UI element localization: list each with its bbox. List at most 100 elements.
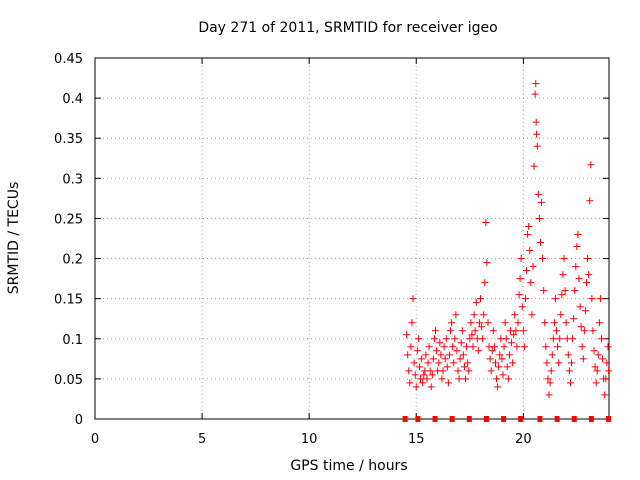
data-point <box>412 383 420 391</box>
data-point <box>602 375 610 383</box>
data-point <box>430 335 438 343</box>
data-point <box>455 375 463 383</box>
data-point <box>404 351 412 359</box>
data-point <box>517 255 525 263</box>
data-point <box>558 291 566 299</box>
data-point <box>570 315 578 323</box>
data-point <box>417 375 425 383</box>
data-point <box>511 311 519 319</box>
y-axis-label: SRMTID / TECUs <box>6 182 22 295</box>
data-point <box>498 355 506 363</box>
data-point <box>554 343 562 351</box>
data-point <box>604 343 612 351</box>
data-point <box>418 355 426 363</box>
data-point <box>445 351 453 359</box>
data-point <box>486 355 494 363</box>
data-point <box>598 335 606 343</box>
data-point <box>553 327 561 335</box>
data-point <box>505 351 513 359</box>
baseline-mark <box>501 416 507 422</box>
data-point <box>410 359 418 367</box>
x-tick-label: 0 <box>91 432 99 447</box>
data-point <box>419 379 427 387</box>
data-point <box>489 327 497 335</box>
data-point <box>551 295 559 303</box>
data-point <box>448 319 456 327</box>
x-tick-label: 20 <box>515 432 532 447</box>
data-point <box>534 190 542 198</box>
data-point <box>539 255 547 263</box>
data-point <box>533 130 541 138</box>
data-point <box>585 271 593 279</box>
baseline-marks <box>402 416 611 422</box>
data-point <box>527 279 535 287</box>
data-point <box>467 319 475 327</box>
data-point <box>483 259 491 267</box>
baseline-mark <box>554 416 560 422</box>
baseline-mark <box>483 416 489 422</box>
data-point <box>555 359 563 367</box>
y-tick-label: 0.05 <box>54 373 83 388</box>
data-point <box>521 295 529 303</box>
data-point <box>574 230 582 238</box>
data-point <box>565 367 573 375</box>
data-point <box>426 367 434 375</box>
data-point <box>474 347 482 355</box>
data-point <box>403 331 411 339</box>
data-point <box>593 367 601 375</box>
data-point <box>465 367 473 375</box>
data-point <box>513 343 521 351</box>
x-axis-label: GPS time / hours <box>290 458 407 474</box>
x-tick-label: 5 <box>198 432 206 447</box>
data-point <box>586 197 594 205</box>
baseline-mark <box>466 416 472 422</box>
data-point <box>500 343 508 351</box>
data-point <box>429 355 437 363</box>
data-point <box>533 142 541 150</box>
data-point <box>460 363 468 371</box>
data-point <box>490 343 498 351</box>
data-point <box>424 359 432 367</box>
data-point <box>605 367 613 375</box>
data-point <box>471 327 479 335</box>
data-point <box>420 371 428 379</box>
data-point <box>547 367 555 375</box>
data-point <box>540 287 548 295</box>
data-point <box>594 351 602 359</box>
data-point <box>491 359 499 367</box>
data-point <box>413 347 421 355</box>
data-point <box>464 359 472 367</box>
data-point <box>408 319 416 327</box>
data-point <box>530 162 538 170</box>
y-tick-label: 0.4 <box>62 92 83 107</box>
data-point <box>450 359 458 367</box>
data-point <box>587 161 595 169</box>
data-point <box>451 335 459 343</box>
data-point <box>575 275 583 283</box>
data-point <box>549 335 557 343</box>
data-point <box>509 359 517 367</box>
data-point <box>477 295 484 303</box>
data-point <box>488 347 496 355</box>
data-point <box>481 279 489 287</box>
data-point <box>449 343 457 351</box>
y-tick-label: 0.45 <box>54 52 83 67</box>
data-point <box>562 319 570 327</box>
data-point <box>499 371 507 379</box>
baseline-mark <box>432 416 438 422</box>
data-point <box>591 363 599 371</box>
data-point <box>589 327 597 335</box>
data-point <box>596 295 604 303</box>
data-point <box>508 339 516 347</box>
data-point <box>531 90 539 98</box>
data-point <box>484 319 492 327</box>
data-point <box>405 367 413 375</box>
baseline-mark <box>588 416 594 422</box>
data-point <box>437 351 445 359</box>
data-point <box>532 118 540 126</box>
baseline-mark <box>606 416 611 422</box>
data-point <box>519 327 527 335</box>
data-point <box>463 343 471 351</box>
data-point <box>409 295 417 303</box>
